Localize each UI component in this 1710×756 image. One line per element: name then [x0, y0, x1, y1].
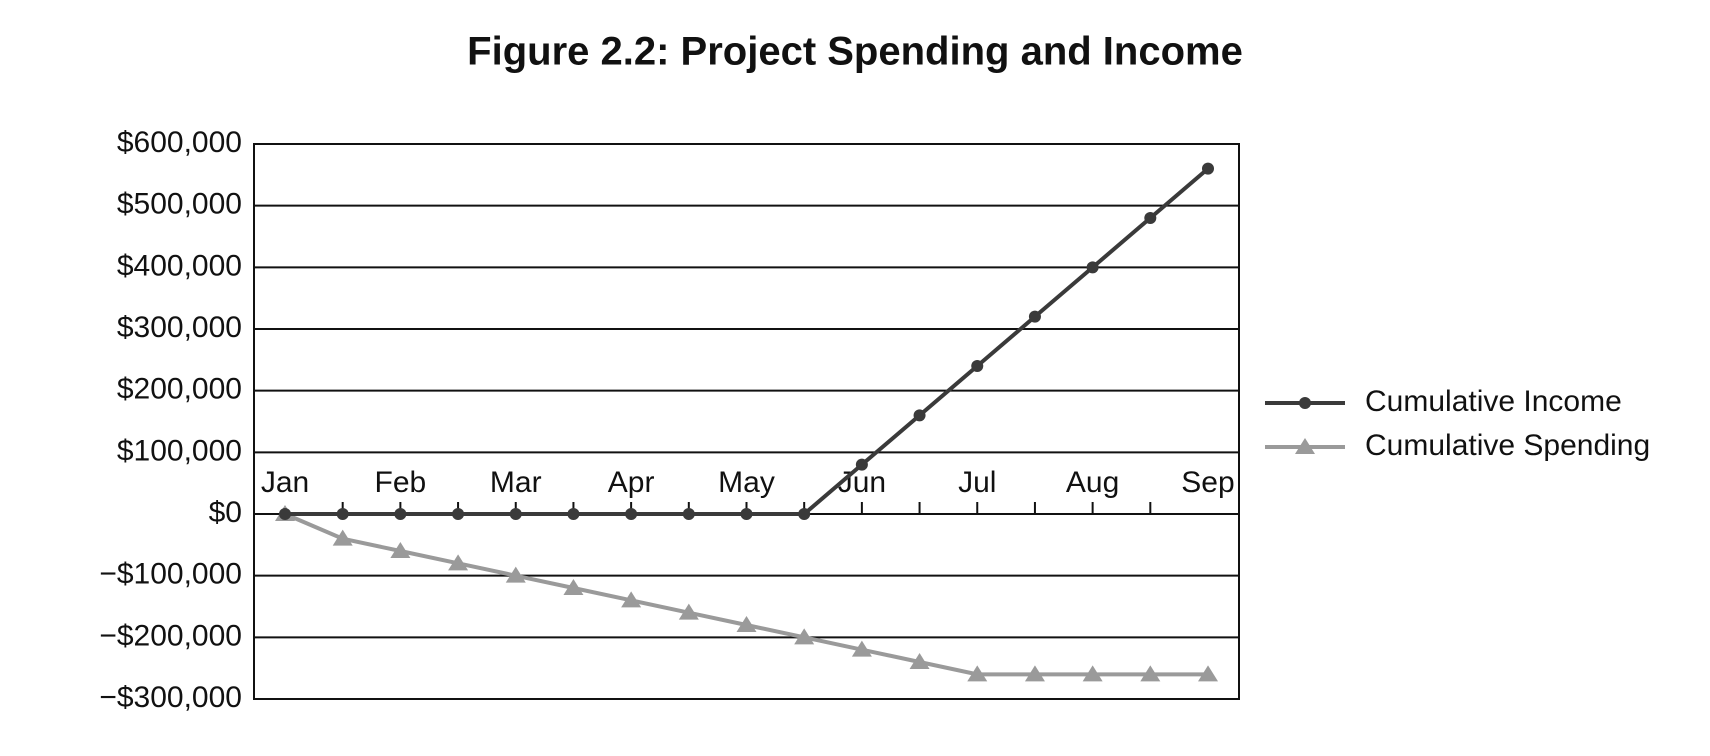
- marker: [851, 640, 872, 657]
- y-tick-label: −$100,000: [99, 558, 242, 591]
- marker: [621, 591, 642, 608]
- y-tick-label: $400,000: [117, 249, 242, 282]
- y-tick-label: $100,000: [117, 434, 242, 467]
- marker: [740, 508, 753, 520]
- marker: [509, 508, 522, 520]
- y-tick-label: $0: [209, 496, 242, 529]
- marker: [909, 653, 930, 669]
- marker: [625, 508, 638, 520]
- marker: [1198, 665, 1218, 682]
- marker: [563, 579, 584, 595]
- marker: [682, 508, 695, 520]
- marker: [394, 508, 407, 520]
- chart-title: Figure 2.2: Project Spending and Income: [467, 30, 1243, 74]
- marker: [1144, 212, 1157, 224]
- marker: [794, 628, 815, 645]
- marker: [678, 603, 699, 620]
- marker: [1082, 665, 1103, 682]
- x-tick-label: Aug: [1066, 466, 1119, 499]
- marker: [567, 508, 580, 520]
- marker: [1086, 261, 1099, 274]
- plot-area: [253, 143, 1240, 700]
- marker: [855, 458, 868, 471]
- marker: [913, 409, 926, 422]
- x-tick-label: Mar: [490, 466, 542, 499]
- marker: [279, 508, 291, 520]
- marker: [1202, 162, 1214, 175]
- y-tick-label: −$200,000: [99, 619, 242, 652]
- legend-label: Cumulative Income: [1365, 385, 1622, 418]
- marker: [1028, 310, 1041, 323]
- x-tick-label: May: [718, 466, 775, 499]
- marker: [1140, 665, 1161, 682]
- y-tick-label: $500,000: [117, 188, 242, 221]
- series-line: [284, 512, 1208, 677]
- y-tick-label: $600,000: [117, 126, 242, 159]
- x-tick-label: Apr: [608, 466, 655, 499]
- x-tick-label: Jan: [261, 466, 309, 499]
- marker: [452, 508, 465, 520]
- marker: [505, 566, 526, 583]
- x-tick-label: Jul: [958, 466, 996, 499]
- legend-marker: [1295, 438, 1315, 454]
- y-tick-label: −$300,000: [99, 681, 242, 714]
- marker: [736, 616, 757, 632]
- y-tick-label: $300,000: [117, 311, 242, 344]
- legend-label: Cumulative Spending: [1365, 429, 1650, 462]
- series-line: [285, 167, 1210, 516]
- y-tick-label: $200,000: [117, 373, 242, 406]
- x-tick-label: Sep: [1181, 466, 1234, 499]
- marker: [1024, 665, 1045, 682]
- marker: [390, 542, 411, 558]
- marker: [967, 665, 988, 682]
- legend-marker: [1299, 397, 1311, 409]
- marker: [336, 508, 349, 520]
- x-tick-label: Feb: [375, 466, 427, 499]
- marker: [798, 508, 811, 520]
- marker: [971, 360, 984, 372]
- marker: [332, 529, 353, 546]
- x-tick-label: Jun: [838, 466, 886, 499]
- marker: [448, 554, 469, 571]
